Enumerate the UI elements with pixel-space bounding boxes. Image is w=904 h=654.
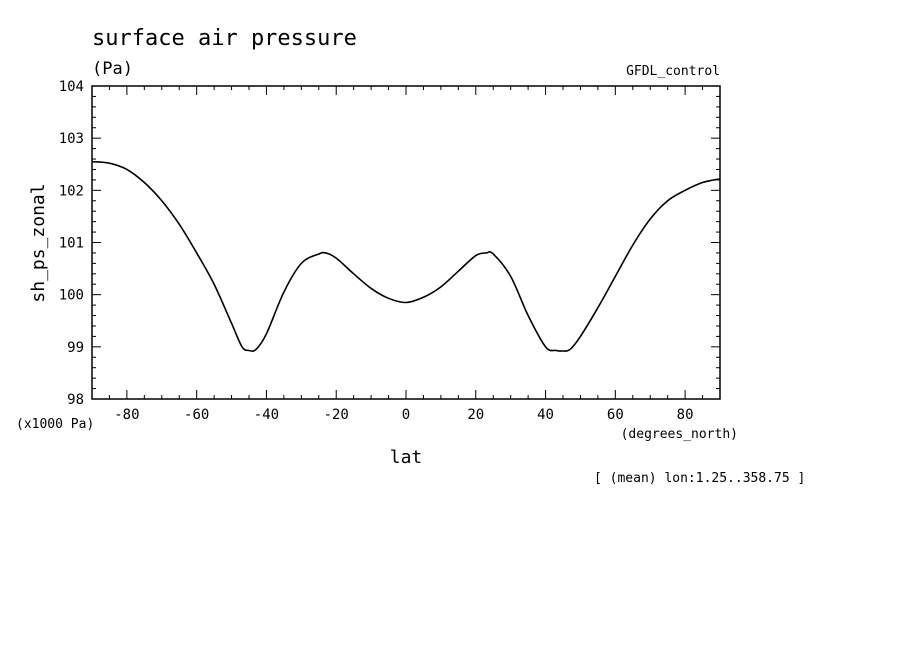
x-tick-label: -60 — [184, 407, 209, 423]
y-tick-label: 102 — [59, 183, 84, 199]
axis-ticks — [91, 85, 721, 400]
x-tick-labels: -80 -60 -40 -20 0 20 40 60 80 — [114, 407, 693, 423]
y-tick-label: 103 — [59, 131, 84, 147]
y-tick-label: 100 — [59, 288, 84, 304]
y-tick-label: 104 — [59, 79, 84, 95]
x-axis-units: (degrees_north) — [621, 427, 738, 442]
x-tick-label: 60 — [607, 407, 624, 423]
x-tick-label: -20 — [324, 407, 349, 423]
x-tick-label: 80 — [677, 407, 694, 423]
y-tick-label: 101 — [59, 236, 84, 252]
plot-frame — [91, 85, 721, 400]
y-tick-label: 98 — [67, 392, 84, 408]
chart-title: surface air pressure — [92, 26, 357, 51]
y-tick-labels: 98 99 100 101 102 103 104 — [59, 79, 84, 408]
series-line — [91, 160, 721, 352]
y-tick-label: 99 — [67, 340, 84, 356]
footnote: [ (mean) lon:1.25..358.75 ] — [594, 471, 805, 486]
x-axis-label: lat — [390, 447, 423, 468]
y-axis-label: sh_ps_zonal — [28, 183, 49, 302]
x-tick-label: 40 — [537, 407, 554, 423]
y-scale-note: (x1000 Pa) — [16, 417, 94, 432]
x-tick-label: 0 — [402, 407, 410, 423]
x-tick-label: 20 — [467, 407, 484, 423]
source-label: GFDL_control — [626, 64, 720, 79]
x-tick-label: -80 — [114, 407, 139, 423]
chart-units: (Pa) — [92, 59, 133, 79]
x-tick-label: -40 — [254, 407, 279, 423]
